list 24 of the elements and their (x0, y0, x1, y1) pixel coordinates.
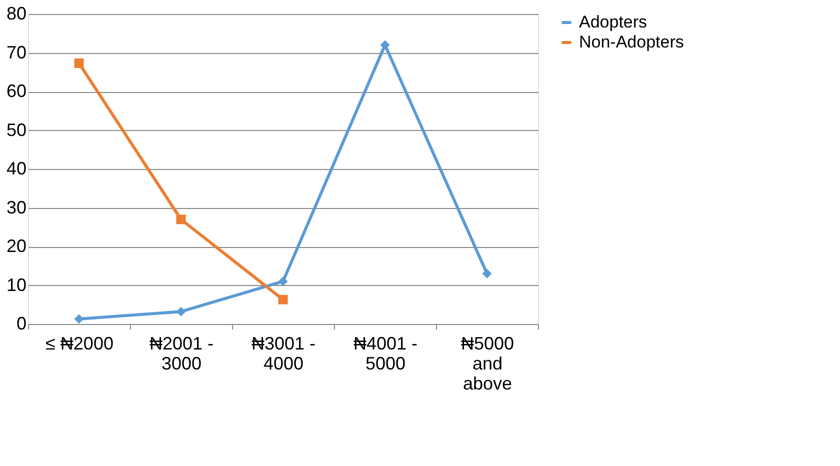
y-tick-label: 30 (6, 197, 26, 218)
point (278, 294, 288, 304)
x-tick-label: ₦4001 - 5000 (353, 334, 418, 374)
y-tick-label: 60 (6, 81, 26, 101)
point (74, 58, 84, 68)
y-tick-label: 10 (6, 274, 26, 295)
x-tick-label: ≤ ₦2000 (46, 334, 114, 354)
y-tick-label: 80 (6, 4, 26, 24)
point (74, 314, 84, 324)
legend-label: Non-Adopters (579, 32, 684, 52)
x-tick-label: ₦5000 and above (460, 334, 514, 394)
y-tick-label: 20 (6, 236, 26, 256)
y-tick-label: 50 (6, 120, 26, 140)
x-tick-label: ₦3001 - 4000 (251, 334, 316, 374)
y-tick-label: 70 (6, 42, 26, 62)
legend-label: Adopters (579, 12, 648, 32)
x-tick-label: ₦2001 - 3000 (149, 334, 214, 374)
point (482, 268, 492, 278)
point (176, 306, 186, 316)
y-tick-label: 40 (6, 158, 26, 178)
point (278, 276, 288, 286)
y-tick-label: 0 (16, 314, 26, 334)
point (380, 40, 390, 50)
point (176, 214, 186, 224)
